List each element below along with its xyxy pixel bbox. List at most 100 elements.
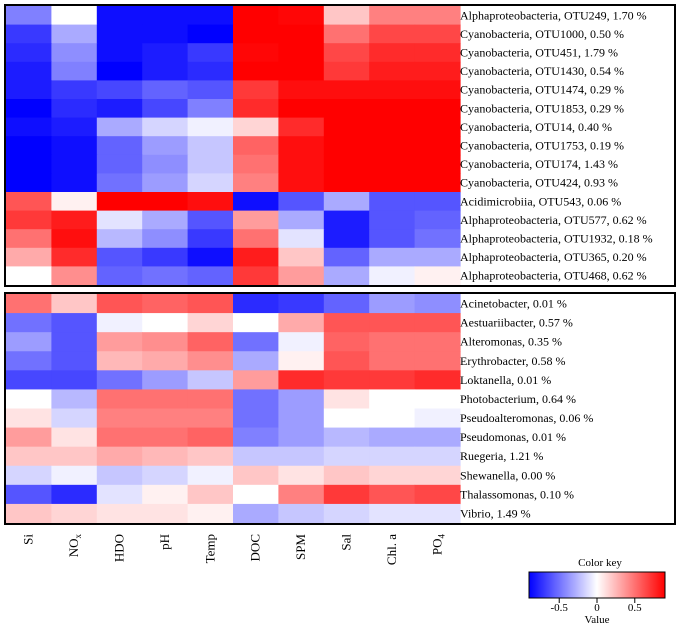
heatmap-cell: [414, 117, 461, 137]
heatmap-cell: [414, 154, 461, 174]
heatmap-cell: [369, 332, 416, 352]
column-label: PO4: [429, 534, 446, 556]
heatmap-cell: [369, 351, 416, 371]
heatmap-cell: [233, 465, 279, 486]
column-label: Chl. a: [384, 534, 399, 565]
heatmap-cell: [96, 24, 143, 44]
heatmap-cell: [414, 43, 461, 63]
heatmap-cell: [323, 446, 370, 467]
heatmap-cell: [187, 210, 234, 230]
heatmap-cell: [187, 484, 234, 505]
heatmap-cell: [142, 294, 189, 314]
row-label: Cyanobacteria, OTU1474, 0.29 %: [460, 83, 624, 97]
heatmap-cell: [278, 173, 325, 193]
column-label: SPM: [293, 534, 308, 560]
heatmap-cell: [51, 351, 98, 371]
heatmap-cell: [51, 99, 98, 119]
heatmap-cell: [96, 370, 143, 391]
heatmap-cell: [278, 266, 325, 286]
row-label: Cyanobacteria, OTU1853, 0.29 %: [460, 101, 624, 115]
heatmap-cell: [369, 266, 416, 286]
heatmap-cell: [187, 370, 234, 391]
row-label: Photobacterium, 0.64 %: [460, 392, 576, 406]
top-panel-cells: [6, 6, 461, 286]
heatmap-cell: [96, 173, 143, 193]
heatmap-cell: [96, 465, 143, 486]
heatmap-cell: [323, 192, 370, 212]
heatmap-cell: [187, 503, 234, 524]
heatmap-cell: [323, 210, 370, 230]
heatmap-cell: [233, 99, 279, 119]
heatmap-cell: [278, 294, 325, 314]
heatmap-cell: [142, 427, 189, 448]
heatmap-cell: [369, 503, 416, 524]
heatmap-cell: [142, 408, 189, 429]
heatmap-cell: [414, 389, 461, 410]
heatmap-cell: [51, 266, 98, 286]
heatmap-cell: [142, 370, 189, 391]
heatmap-cell: [278, 313, 325, 333]
heatmap-cell: [414, 427, 461, 448]
heatmap-cell: [96, 192, 143, 212]
heatmap-cell: [278, 24, 325, 44]
heatmap-cell: [51, 80, 98, 100]
heatmap-cell: [96, 247, 143, 267]
heatmap-cell: [6, 154, 52, 174]
heatmap-cell: [278, 465, 325, 486]
heatmap-cell: [142, 229, 189, 249]
heatmap-cell: [414, 370, 461, 391]
bottom-panel-frame: [4, 292, 676, 525]
heatmap-cell: [142, 266, 189, 286]
heatmap-cell: [187, 136, 234, 156]
heatmap-cell: [6, 247, 52, 267]
heatmap-cell: [187, 247, 234, 267]
heatmap-cell: [369, 247, 416, 267]
heatmap-cell: [278, 351, 325, 371]
heatmap-cell: [278, 503, 325, 524]
heatmap-cell: [278, 247, 325, 267]
row-label: Shewanella, 0.00 %: [460, 468, 555, 482]
heatmap-cell: [278, 370, 325, 391]
heatmap-cell: [142, 117, 189, 137]
heatmap-cell: [96, 80, 143, 100]
heatmap-cell: [51, 408, 98, 429]
heatmap-cell: [6, 80, 52, 100]
heatmap-cell: [414, 408, 461, 429]
heatmap-cell: [6, 503, 52, 524]
column-label: Sal: [339, 534, 354, 551]
heatmap-cell: [323, 61, 370, 81]
heatmap-cell: [187, 61, 234, 81]
heatmap-cell: [369, 192, 416, 212]
row-label: Alphaproteobacteria, OTU468, 0.62 %: [460, 269, 647, 283]
heatmap-cell: [187, 351, 234, 371]
heatmap-cell: [233, 313, 279, 333]
heatmap-cell: [142, 313, 189, 333]
heatmap-cell: [51, 427, 98, 448]
heatmap-cell: [96, 154, 143, 174]
heatmap-cell: [96, 136, 143, 156]
heatmap-cell: [96, 351, 143, 371]
heatmap-cell: [142, 446, 189, 467]
heatmap-cell: [369, 173, 416, 193]
heatmap-cell: [278, 484, 325, 505]
heatmap-cell: [323, 117, 370, 137]
heatmap-cell: [414, 313, 461, 333]
heatmap-cell: [142, 80, 189, 100]
color-key-title: Color key: [578, 557, 622, 569]
heatmap-cell: [414, 229, 461, 249]
heatmap-cell: [187, 427, 234, 448]
row-label: Alphaproteobacteria, OTU249, 1.70 %: [460, 8, 647, 22]
heatmap-cell: [142, 210, 189, 230]
heatmap-cell: [187, 229, 234, 249]
heatmap-cell: [142, 6, 189, 26]
heatmap-cell: [414, 61, 461, 81]
row-label: Cyanobacteria, OTU1000, 0.50 %: [460, 27, 624, 41]
heatmap-cell: [6, 6, 52, 26]
heatmap-cell: [96, 117, 143, 137]
heatmap-cell: [414, 484, 461, 505]
heatmap-cell: [323, 389, 370, 410]
heatmap-cell: [369, 61, 416, 81]
heatmap-cell: [233, 117, 279, 137]
heatmap-cell: [414, 247, 461, 267]
